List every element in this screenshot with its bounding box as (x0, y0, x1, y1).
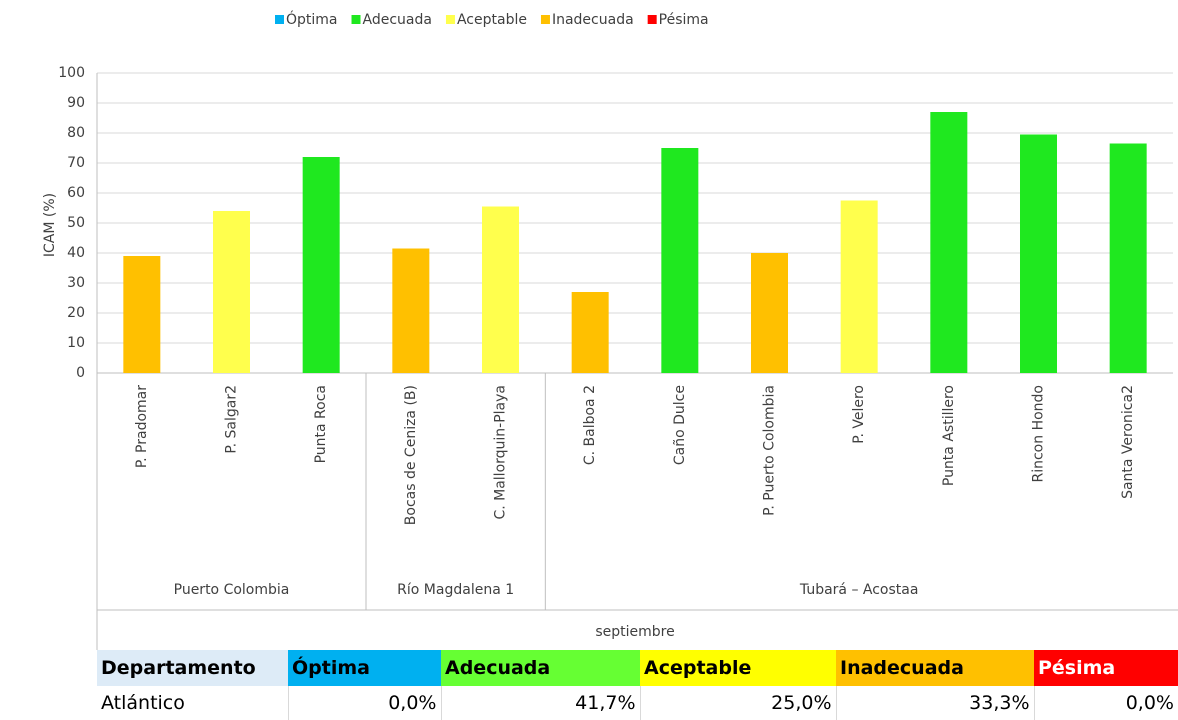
y-tick-label: 100 (58, 65, 85, 81)
header-cell: Departamento (97, 650, 288, 686)
y-tick-label: 50 (67, 215, 85, 231)
bar (392, 248, 430, 373)
header-cell: Pésima (1034, 650, 1178, 686)
legend-label: Aceptable (457, 12, 527, 28)
bar (213, 211, 250, 373)
data-cell: 41,7% (441, 686, 641, 720)
bar (661, 148, 699, 373)
table-body: Departamento Óptima Adecuada Aceptable Inade… (97, 650, 1178, 720)
y-tick-label: 90 (67, 95, 85, 111)
y-tick-label: 70 (67, 155, 85, 171)
legend-swatch (647, 15, 657, 24)
header-cell: Adecuada (441, 650, 640, 686)
bar (482, 206, 519, 373)
y-tick-label: 80 (67, 125, 85, 141)
y-tick-label: 40 (67, 245, 85, 261)
header-cell: Óptima (288, 650, 441, 686)
group-label: Río Magdalena 1 (397, 582, 514, 598)
legend-swatch (351, 15, 361, 24)
header-row: Departamento Óptima Adecuada Aceptable Inade… (97, 650, 1178, 686)
group-label: Tubará – Acostaa (799, 582, 919, 598)
data-cell: 33,3% (836, 686, 1035, 720)
data-cell: 0,0% (288, 686, 442, 720)
legend-label: Óptima (286, 10, 338, 28)
summary-table: Departamento Óptima Adecuada Aceptable Inade… (97, 650, 1178, 720)
x-tick-label: P. Velero (851, 385, 867, 444)
x-tick-label: Santa Veronica2 (1120, 385, 1136, 499)
legend-swatch (445, 15, 455, 24)
bar (840, 200, 878, 373)
bar (1109, 143, 1147, 373)
y-tick-label: 60 (67, 185, 85, 201)
x-tick-label: P. Pradomar (134, 385, 150, 468)
data-cell: Atlántico (97, 686, 289, 720)
data-cell: 0,0% (1125, 692, 1174, 714)
data-row: Atlántico 0,0% 41,7% 25,0% 33,3% 0,0% (97, 686, 1178, 720)
header-cell: Inadecuada (836, 650, 1034, 686)
y-tick-label: 30 (67, 275, 85, 291)
x-tick-label: Punta Roca (313, 385, 329, 463)
x-tick-label: P. Salgar2 (224, 385, 240, 454)
bar (302, 157, 340, 373)
x-tick-label: P. Puerto Colombia (762, 385, 778, 516)
legend-swatch (540, 15, 550, 24)
y-tick-label: 10 (67, 335, 85, 351)
period-label: septiembre (595, 624, 674, 640)
x-tick-label: Rincon Hondo (1031, 385, 1047, 483)
y-tick-label: 0 (76, 365, 85, 381)
bar (571, 292, 609, 373)
x-tick-label: C. Mallorquin-Playa (493, 385, 509, 520)
data-cell: 25,0% (640, 686, 837, 720)
legend-label: Inadecuada (552, 12, 634, 28)
bar (1020, 134, 1057, 373)
legend-swatch (275, 15, 284, 24)
legend-label: Pésima (659, 12, 709, 28)
y-axis-label: ICAM (%) (42, 193, 58, 257)
chart: ICAM (%) septiembre 0 10 20 30 40 50 60 70 80 90 1… (42, 10, 1178, 650)
legend-label: Adecuada (363, 12, 432, 28)
x-tick-label: Punta Astillero (941, 385, 957, 486)
x-tick-label: Bocas de Ceniza (B) (403, 385, 419, 525)
x-tick-label: Caño Dulce (672, 385, 688, 465)
bar (930, 112, 968, 373)
bar (751, 253, 788, 373)
bar (123, 256, 161, 373)
group-label: Puerto Colombia (174, 582, 290, 598)
y-tick-label: 20 (67, 305, 85, 321)
header-cell: Aceptable (640, 650, 836, 686)
x-tick-label: C. Balboa 2 (582, 385, 598, 465)
